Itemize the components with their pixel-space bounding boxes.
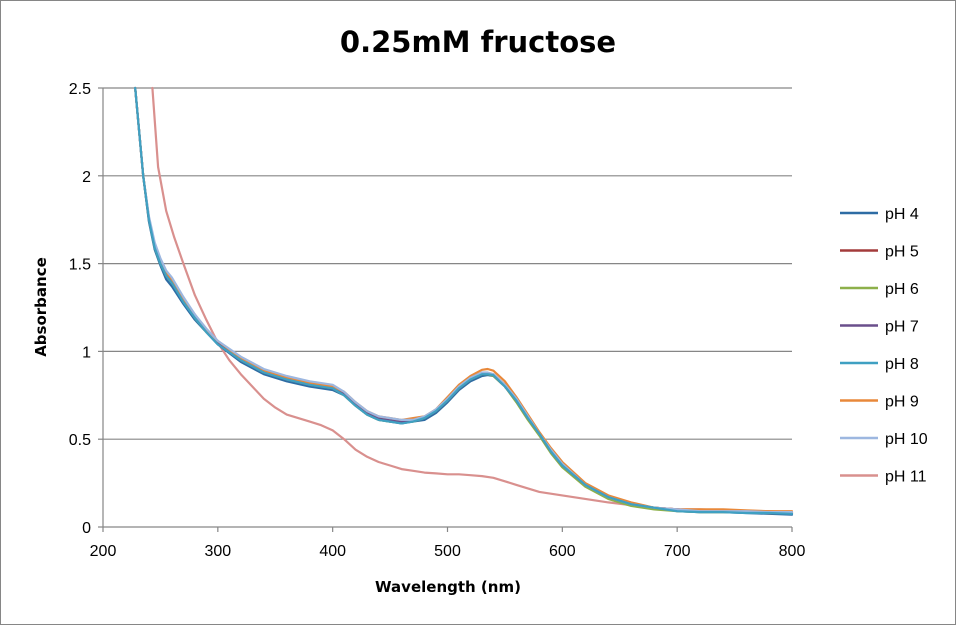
axes	[98, 87, 793, 532]
x-tick-label-4: 600	[549, 543, 576, 560]
y-tick-label-1: 0.5	[69, 432, 91, 449]
x-tick-label-6: 800	[779, 543, 806, 560]
legend-label-ph-5: pH 5	[885, 244, 919, 261]
x-tick-label-1: 300	[204, 543, 231, 560]
legend-label-ph-7: pH 7	[885, 319, 919, 336]
y-tick-label-0: 0	[82, 520, 91, 537]
x-tick-labels: 200 300 400 500 600 700 800	[90, 543, 806, 560]
x-tick-label-5: 700	[664, 543, 691, 560]
series-line-ph-9	[134, 86, 794, 513]
legend-label-ph-11: pH 11	[885, 469, 927, 486]
legend-label-ph-8: pH 8	[885, 356, 919, 373]
legend: pH 4 pH 5 pH 6 pH 7 pH 8 pH 9 pH 10 pH 11	[840, 206, 928, 486]
x-tick-label-3: 500	[434, 543, 461, 560]
series-line-ph-7	[134, 86, 794, 515]
y-axis-title: Absorbance	[32, 257, 50, 357]
y-tick-label-5: 2.5	[69, 81, 91, 98]
series-line-ph-4	[134, 86, 794, 516]
plot-area	[134, 86, 794, 516]
y-tick-label-2: 1	[82, 344, 91, 361]
series-line-ph-10	[134, 86, 794, 514]
x-axis-title: Wavelength (nm)	[375, 578, 521, 596]
legend-label-ph-10: pH 10	[885, 431, 928, 448]
y-tick-labels: 0 0.5 1 1.5 2 2.5	[69, 81, 91, 537]
series-line-ph-8	[134, 86, 794, 515]
gridlines	[103, 87, 792, 440]
x-tick-label-0: 200	[90, 543, 117, 560]
legend-label-ph-4: pH 4	[885, 206, 919, 223]
y-tick-label-4: 2	[82, 169, 91, 186]
legend-label-ph-6: pH 6	[885, 281, 919, 298]
series-line-ph-5	[134, 86, 794, 515]
y-tick-label-3: 1.5	[69, 257, 91, 274]
series-line-ph-6	[134, 86, 794, 515]
legend-label-ph-9: pH 9	[885, 394, 919, 411]
chart-title: 0.25mM fructose	[340, 25, 616, 59]
x-tick-label-2: 400	[319, 543, 346, 560]
series-line-ph-11	[151, 86, 794, 514]
